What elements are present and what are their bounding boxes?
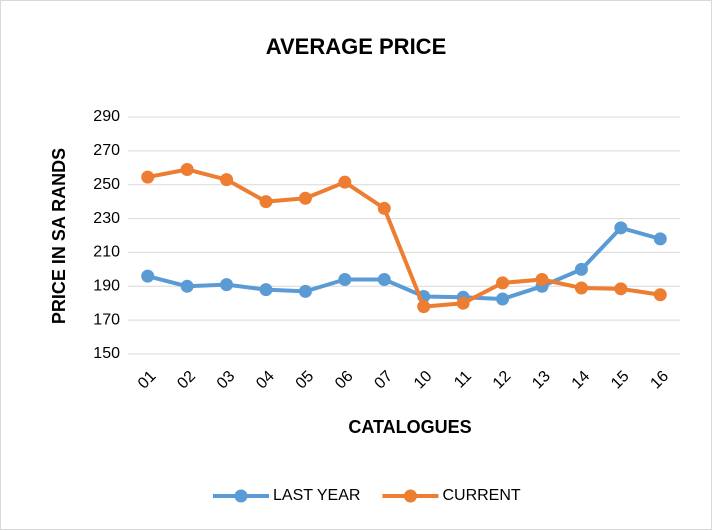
y-tick-label: 270: [93, 142, 120, 159]
y-tick-label: 230: [93, 210, 120, 227]
point: [377, 273, 391, 287]
point: [614, 221, 628, 235]
plot: [141, 162, 667, 314]
point: [298, 191, 312, 205]
point: [574, 262, 588, 276]
point: [614, 282, 628, 296]
point: [338, 273, 352, 287]
point: [456, 296, 470, 310]
legend-marker: [403, 489, 417, 503]
point: [535, 273, 549, 287]
y-axis-title: PRICE IN SA RANDS: [49, 148, 69, 324]
legend-label: LAST YEAR: [273, 487, 360, 504]
point: [298, 284, 312, 298]
point: [496, 292, 510, 306]
series-line: [147, 225, 661, 301]
point: [653, 232, 667, 246]
point: [220, 173, 234, 187]
series-line: [147, 167, 661, 309]
legend-marker: [234, 489, 248, 503]
chart-title: AVERAGE PRICE: [266, 34, 447, 59]
point: [496, 276, 510, 290]
y-tick-label: 250: [93, 176, 120, 193]
point: [180, 162, 194, 176]
y-tick-label: 210: [93, 244, 120, 261]
y-tick-label: 150: [93, 345, 120, 362]
legend: LAST YEAR CURRENT: [213, 487, 521, 504]
point: [377, 201, 391, 215]
point: [141, 269, 155, 283]
y-tick-label: 190: [93, 278, 120, 295]
point: [180, 279, 194, 293]
x-axis-title: CATALOGUES: [348, 417, 471, 437]
point: [417, 300, 431, 314]
point: [141, 170, 155, 184]
point: [259, 195, 273, 209]
point: [220, 278, 234, 292]
legend-label: CURRENT: [442, 487, 520, 504]
point: [338, 175, 352, 189]
y-tick-label: 170: [93, 311, 120, 328]
point: [653, 288, 667, 302]
point: [574, 281, 588, 295]
y-tick-label: 290: [93, 108, 120, 125]
point: [259, 283, 273, 297]
